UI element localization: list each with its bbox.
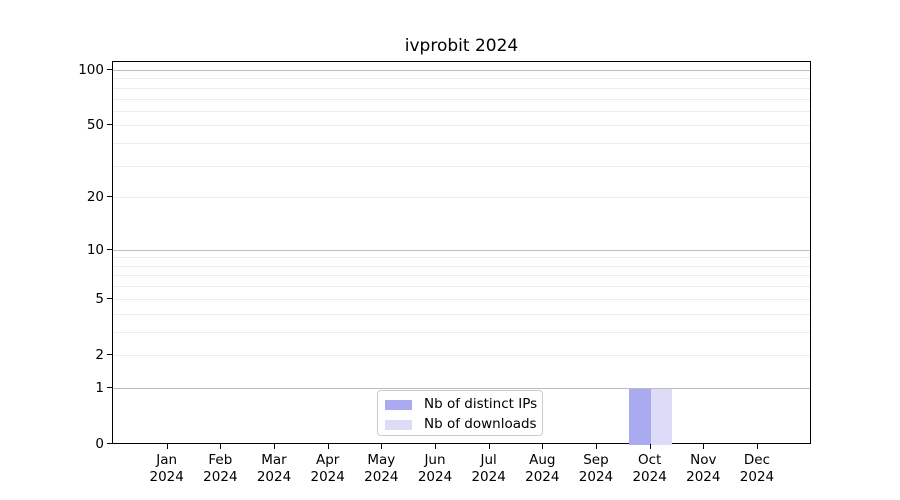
x-tick-label: Aug 2024 (512, 452, 572, 486)
legend-item-downloads: Nb of downloads (378, 415, 542, 435)
legend-swatch-distinct-ips (385, 400, 412, 410)
x-tick-label: Jul 2024 (459, 452, 519, 486)
x-tick-label: Apr 2024 (298, 452, 358, 486)
x-tick-label: Jan 2024 (137, 452, 197, 486)
y-tick (107, 196, 112, 198)
bar-downloads (650, 388, 673, 445)
gridline-major (113, 387, 810, 389)
x-tick-year: 2024 (632, 469, 667, 485)
x-tick-label: Feb 2024 (190, 452, 250, 486)
x-tick-year: 2024 (578, 469, 614, 485)
x-tick (327, 444, 329, 449)
x-tick (649, 444, 651, 449)
y-tick (107, 297, 112, 299)
gridline-minor (113, 125, 810, 127)
gridline-minor (113, 87, 810, 89)
y-tick-label: 1 (95, 379, 104, 396)
y-tick-label: 5 (95, 290, 104, 307)
gridline-minor (113, 265, 810, 267)
x-tick-month: Feb (208, 452, 233, 468)
x-tick-label: Oct 2024 (620, 452, 680, 486)
x-tick-month: Nov (690, 452, 717, 468)
chart-title: ivprobit 2024 (404, 36, 519, 56)
x-tick-year: 2024 (739, 469, 775, 485)
x-tick (166, 444, 168, 449)
x-tick (542, 444, 544, 449)
legend-label-downloads: Nb of downloads (424, 416, 537, 432)
y-tick-label: 50 (86, 117, 104, 134)
x-tick-label: May 2024 (351, 452, 411, 486)
x-tick-year: 2024 (203, 469, 238, 485)
x-tick-label: Mar 2024 (244, 452, 304, 486)
y-tick (107, 68, 112, 70)
y-tick-label: 0 (95, 436, 104, 452)
y-tick (107, 386, 112, 388)
x-tick-year: 2024 (686, 469, 721, 485)
x-tick (595, 444, 597, 449)
x-tick (274, 444, 276, 449)
gridline-major (113, 69, 810, 71)
gridline-minor (113, 257, 810, 259)
y-tick (107, 248, 112, 250)
x-tick-label: Nov 2024 (673, 452, 733, 486)
gridline-minor (113, 313, 810, 315)
gridline-minor (113, 331, 810, 333)
gridline-minor (113, 197, 810, 199)
y-tick (107, 353, 112, 355)
legend: Nb of distinct IPs Nb of downloads (377, 390, 543, 436)
x-tick-month: Dec (743, 452, 771, 468)
y-tick-label: 100 (78, 61, 104, 78)
legend-label-distinct-ips: Nb of distinct IPs (424, 396, 538, 412)
x-tick-month: Oct (637, 452, 662, 468)
legend-swatch-downloads (385, 420, 412, 430)
gridline-minor (113, 98, 810, 100)
x-tick (756, 444, 758, 449)
x-tick-year: 2024 (417, 469, 453, 485)
x-tick-month: Jun (424, 452, 446, 468)
y-tick (107, 443, 112, 444)
x-tick-month: Mar (261, 452, 287, 468)
x-tick-year: 2024 (310, 469, 345, 485)
gridline-minor (113, 298, 810, 300)
x-tick-month: Jul (480, 452, 497, 468)
gridline-minor (113, 286, 810, 288)
y-tick-label: 20 (86, 189, 104, 206)
x-tick-month: Aug (529, 452, 556, 468)
x-tick (703, 444, 705, 449)
x-tick-label: Jun 2024 (405, 452, 465, 486)
y-tick (107, 124, 112, 126)
gridline-minor (113, 110, 810, 112)
x-tick-year: 2024 (256, 469, 292, 485)
gridline-minor (113, 275, 810, 277)
gridline-minor (113, 143, 810, 145)
gridline-minor (113, 165, 810, 167)
x-tick-month: Sep (583, 452, 609, 468)
x-tick (220, 444, 222, 449)
x-tick-month: May (367, 452, 396, 468)
gridline-minor (113, 354, 810, 356)
plot-area (112, 61, 811, 445)
legend-item-distinct-ips: Nb of distinct IPs (378, 395, 542, 415)
x-tick-month: Jan (156, 452, 178, 468)
x-tick-year: 2024 (525, 469, 560, 485)
bar-distinct-ips (629, 388, 651, 445)
x-tick (381, 444, 383, 449)
x-tick-year: 2024 (471, 469, 506, 485)
x-tick-year: 2024 (364, 469, 399, 485)
x-tick-label: Dec 2024 (727, 452, 787, 486)
gridline-minor (113, 78, 810, 80)
x-tick-month: Apr (315, 452, 340, 468)
x-tick-label: Sep 2024 (566, 452, 626, 486)
x-tick (435, 444, 436, 449)
x-tick (488, 444, 490, 449)
x-tick-year: 2024 (149, 469, 184, 485)
y-tick-label: 2 (95, 346, 104, 363)
gridline-major (113, 249, 810, 251)
y-tick-label: 10 (86, 241, 104, 258)
